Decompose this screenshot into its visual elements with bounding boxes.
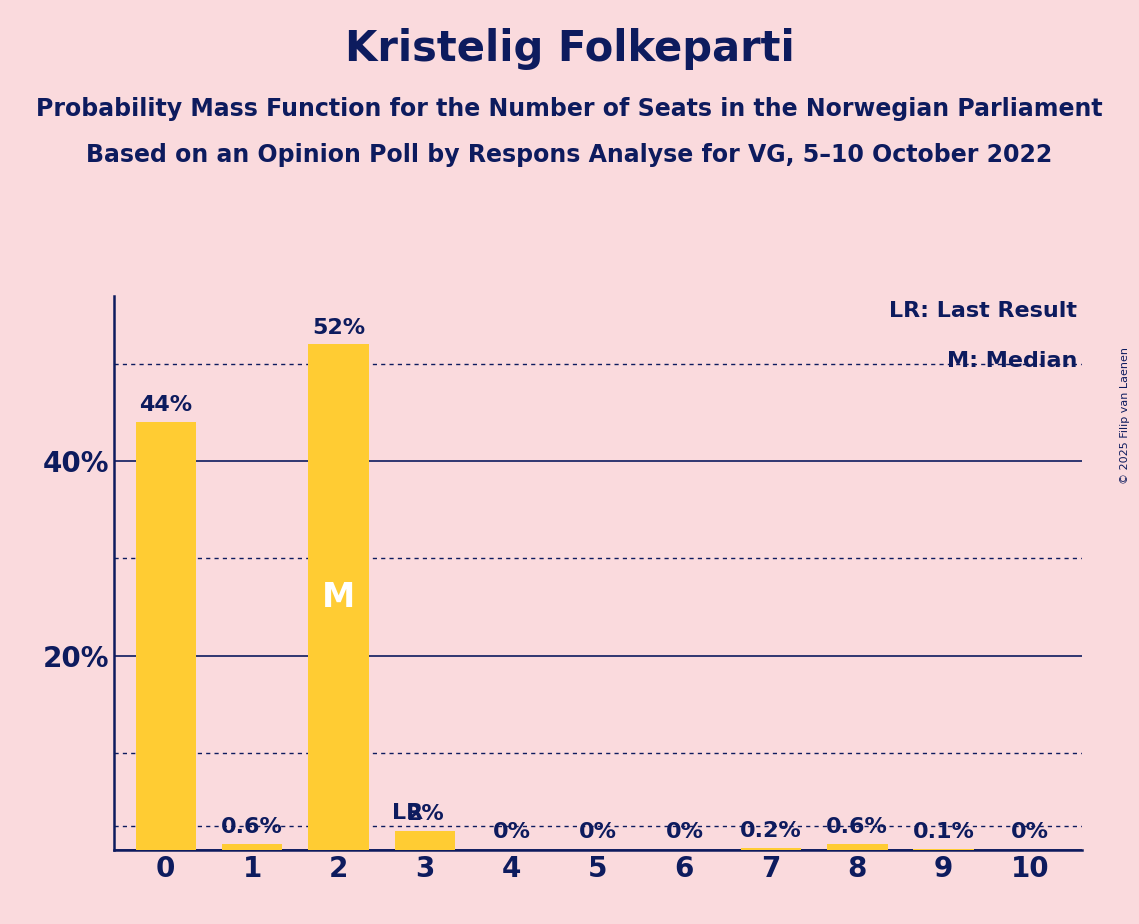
- Text: 0.6%: 0.6%: [827, 818, 888, 837]
- Bar: [827, 845, 887, 850]
- Bar: [222, 845, 282, 850]
- Text: 0.2%: 0.2%: [740, 821, 802, 842]
- Bar: [913, 849, 974, 850]
- Bar: [395, 831, 456, 850]
- Text: 0%: 0%: [665, 822, 704, 843]
- Text: Kristelig Folkeparti: Kristelig Folkeparti: [345, 28, 794, 69]
- Bar: [136, 422, 196, 850]
- Text: 52%: 52%: [312, 318, 366, 337]
- Text: LR: LR: [392, 803, 424, 823]
- Text: LR: Last Result: LR: Last Result: [890, 301, 1077, 322]
- Text: 2%: 2%: [407, 804, 444, 824]
- Text: Probability Mass Function for the Number of Seats in the Norwegian Parliament: Probability Mass Function for the Number…: [36, 97, 1103, 121]
- Text: Based on an Opinion Poll by Respons Analyse for VG, 5–10 October 2022: Based on an Opinion Poll by Respons Anal…: [87, 143, 1052, 167]
- Text: 0.1%: 0.1%: [912, 822, 975, 843]
- Bar: [740, 848, 801, 850]
- Bar: [309, 345, 369, 850]
- Text: M: Median: M: Median: [947, 351, 1077, 371]
- Text: © 2025 Filip van Laenen: © 2025 Filip van Laenen: [1120, 347, 1130, 484]
- Text: M: M: [322, 580, 355, 614]
- Text: 0%: 0%: [579, 822, 617, 843]
- Text: 0.6%: 0.6%: [221, 818, 284, 837]
- Text: 0%: 0%: [1011, 822, 1049, 843]
- Text: 44%: 44%: [139, 395, 192, 415]
- Text: 0%: 0%: [492, 822, 531, 843]
